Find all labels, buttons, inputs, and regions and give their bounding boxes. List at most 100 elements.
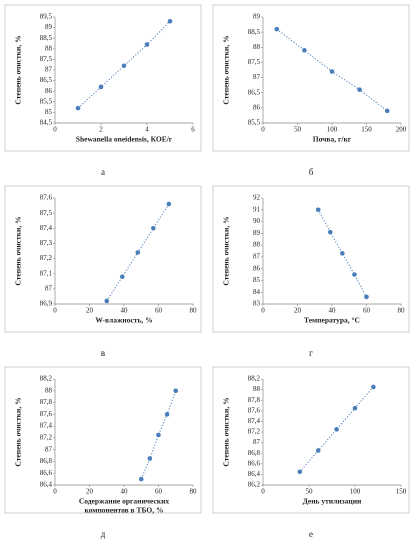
- x-tick-label: 80: [398, 307, 406, 315]
- y-tick-label: 86,8: [248, 449, 261, 457]
- y-tick-label: 92: [253, 194, 261, 202]
- x-tick-label: 50: [306, 488, 314, 496]
- x-tick-label: 80: [190, 307, 198, 315]
- data-point: [352, 272, 357, 277]
- data-point: [121, 63, 127, 69]
- y-axis-label: Степень очистки, %: [222, 216, 231, 285]
- x-tick-label: 0: [53, 126, 57, 134]
- y-tick-label: 85: [253, 276, 261, 284]
- y-tick-label: 88,5: [40, 34, 53, 42]
- y-tick-label: 84,5: [40, 119, 53, 127]
- data-point: [98, 84, 104, 90]
- chart-panel: 83 84 85 86 87 88 89 90 91 92 0 20 40 60 80 Температура…: [212, 185, 410, 333]
- data-point: [302, 48, 307, 53]
- y-tick-label: 89: [253, 229, 261, 237]
- y-axis-label: Степень очистки, %: [222, 35, 231, 104]
- y-tick-label: 87: [45, 284, 53, 292]
- y-tick-label: 87,2: [40, 254, 53, 262]
- data-point: [384, 108, 390, 114]
- y-tick-label: 89,5: [40, 13, 53, 21]
- y-tick-label: 87,6: [40, 194, 53, 202]
- y-tick-label: 87,4: [40, 224, 53, 232]
- panel-frame: [212, 366, 410, 514]
- x-tick-label: 100: [350, 488, 361, 496]
- x-tick-label: 150: [361, 126, 372, 134]
- x-axis-label: Почва, г/кг: [313, 135, 352, 144]
- y-tick-label: 87,5: [248, 58, 261, 66]
- y-tick-label: 87: [45, 445, 53, 453]
- y-tick-label: 89: [45, 23, 53, 31]
- data-point: [315, 207, 321, 213]
- trend-line: [299, 386, 374, 473]
- y-tick-label: 88: [253, 241, 261, 249]
- x-tick-label: 60: [155, 307, 163, 315]
- y-axis-label: Степень очистки, %: [14, 397, 23, 466]
- data-point: [138, 476, 144, 482]
- x-tick-label: 0: [53, 488, 57, 496]
- y-tick-label: 86,4: [248, 470, 261, 478]
- panel-caption: в: [101, 348, 105, 358]
- data-point: [147, 456, 153, 461]
- x-tick-label: 40: [121, 488, 129, 496]
- y-tick-label: 86,6: [40, 469, 53, 477]
- y-tick-label: 87,1: [40, 269, 53, 277]
- data-point: [144, 42, 150, 47]
- y-tick-label: 88: [253, 43, 261, 51]
- y-tick-label: 83: [253, 300, 261, 308]
- data-point: [167, 18, 173, 24]
- x-tick-label: 50: [294, 126, 302, 134]
- y-tick-label: 91: [253, 205, 261, 213]
- y-tick-label: 86,6: [248, 459, 261, 467]
- y-tick-label: 87: [45, 66, 53, 74]
- x-tick-label: 60: [363, 307, 371, 315]
- y-tick-label: 90: [253, 217, 261, 225]
- y-tick-label: 87: [253, 438, 261, 446]
- data-point: [315, 448, 321, 453]
- panel-caption: а: [101, 167, 105, 177]
- data-point: [75, 105, 81, 111]
- y-tick-label: 86,9: [40, 300, 53, 308]
- x-tick-label: 200: [396, 126, 407, 134]
- data-point: [156, 432, 161, 438]
- y-axis-label: Степень очистки, %: [14, 216, 23, 285]
- y-tick-label: 89: [253, 13, 261, 21]
- x-tick-label: 4: [145, 126, 149, 134]
- data-point: [364, 294, 369, 300]
- y-tick-label: 87,5: [40, 209, 53, 217]
- data-point: [357, 87, 362, 92]
- y-tick-label: 84: [253, 288, 261, 296]
- x-tick-label: 40: [121, 307, 129, 315]
- panel-frame: [212, 4, 410, 152]
- y-tick-label: 87,8: [248, 396, 261, 404]
- y-tick-label: 88: [253, 385, 261, 393]
- y-tick-label: 86: [45, 87, 53, 95]
- y-tick-label: 87,6: [40, 410, 53, 418]
- y-tick-label: 85,5: [248, 119, 261, 127]
- y-tick-label: 87: [253, 252, 261, 260]
- data-point: [340, 251, 345, 256]
- data-point: [164, 412, 170, 417]
- y-tick-label: 87,3: [40, 239, 53, 247]
- y-tick-label: 86: [253, 103, 261, 111]
- x-tick-label: 0: [261, 488, 265, 496]
- y-tick-label: 85,5: [40, 97, 53, 105]
- y-tick-label: 88,5: [248, 28, 261, 36]
- x-tick-label: 20: [294, 307, 302, 315]
- y-tick-label: 87,2: [40, 433, 53, 441]
- chart-panel: 84,5 85 85,5 86 86,5 87 87,5 88 88,5 89 89,5 0 2 4 6 Sh…: [4, 4, 202, 152]
- data-point: [327, 229, 333, 235]
- x-tick-label: 0: [261, 126, 265, 134]
- x-tick-label: 0: [53, 307, 57, 315]
- y-tick-label: 86,4: [40, 481, 53, 489]
- chart-panel: 86,2 86,4 86,6 86,8 87 87,2 87,4 87,6 87,8 88 88,2…: [212, 366, 410, 514]
- y-tick-label: 87,6: [248, 406, 261, 414]
- y-tick-label: 88: [45, 386, 53, 394]
- x-tick-label: 100: [327, 126, 338, 134]
- x-axis-label: День утилизации: [303, 497, 362, 506]
- x-tick-label: 40: [329, 307, 337, 315]
- panel-frame: [212, 185, 410, 333]
- data-point: [173, 388, 179, 394]
- y-tick-label: 86,2: [248, 481, 261, 489]
- x-axis-label: W-влажность, %: [95, 316, 152, 325]
